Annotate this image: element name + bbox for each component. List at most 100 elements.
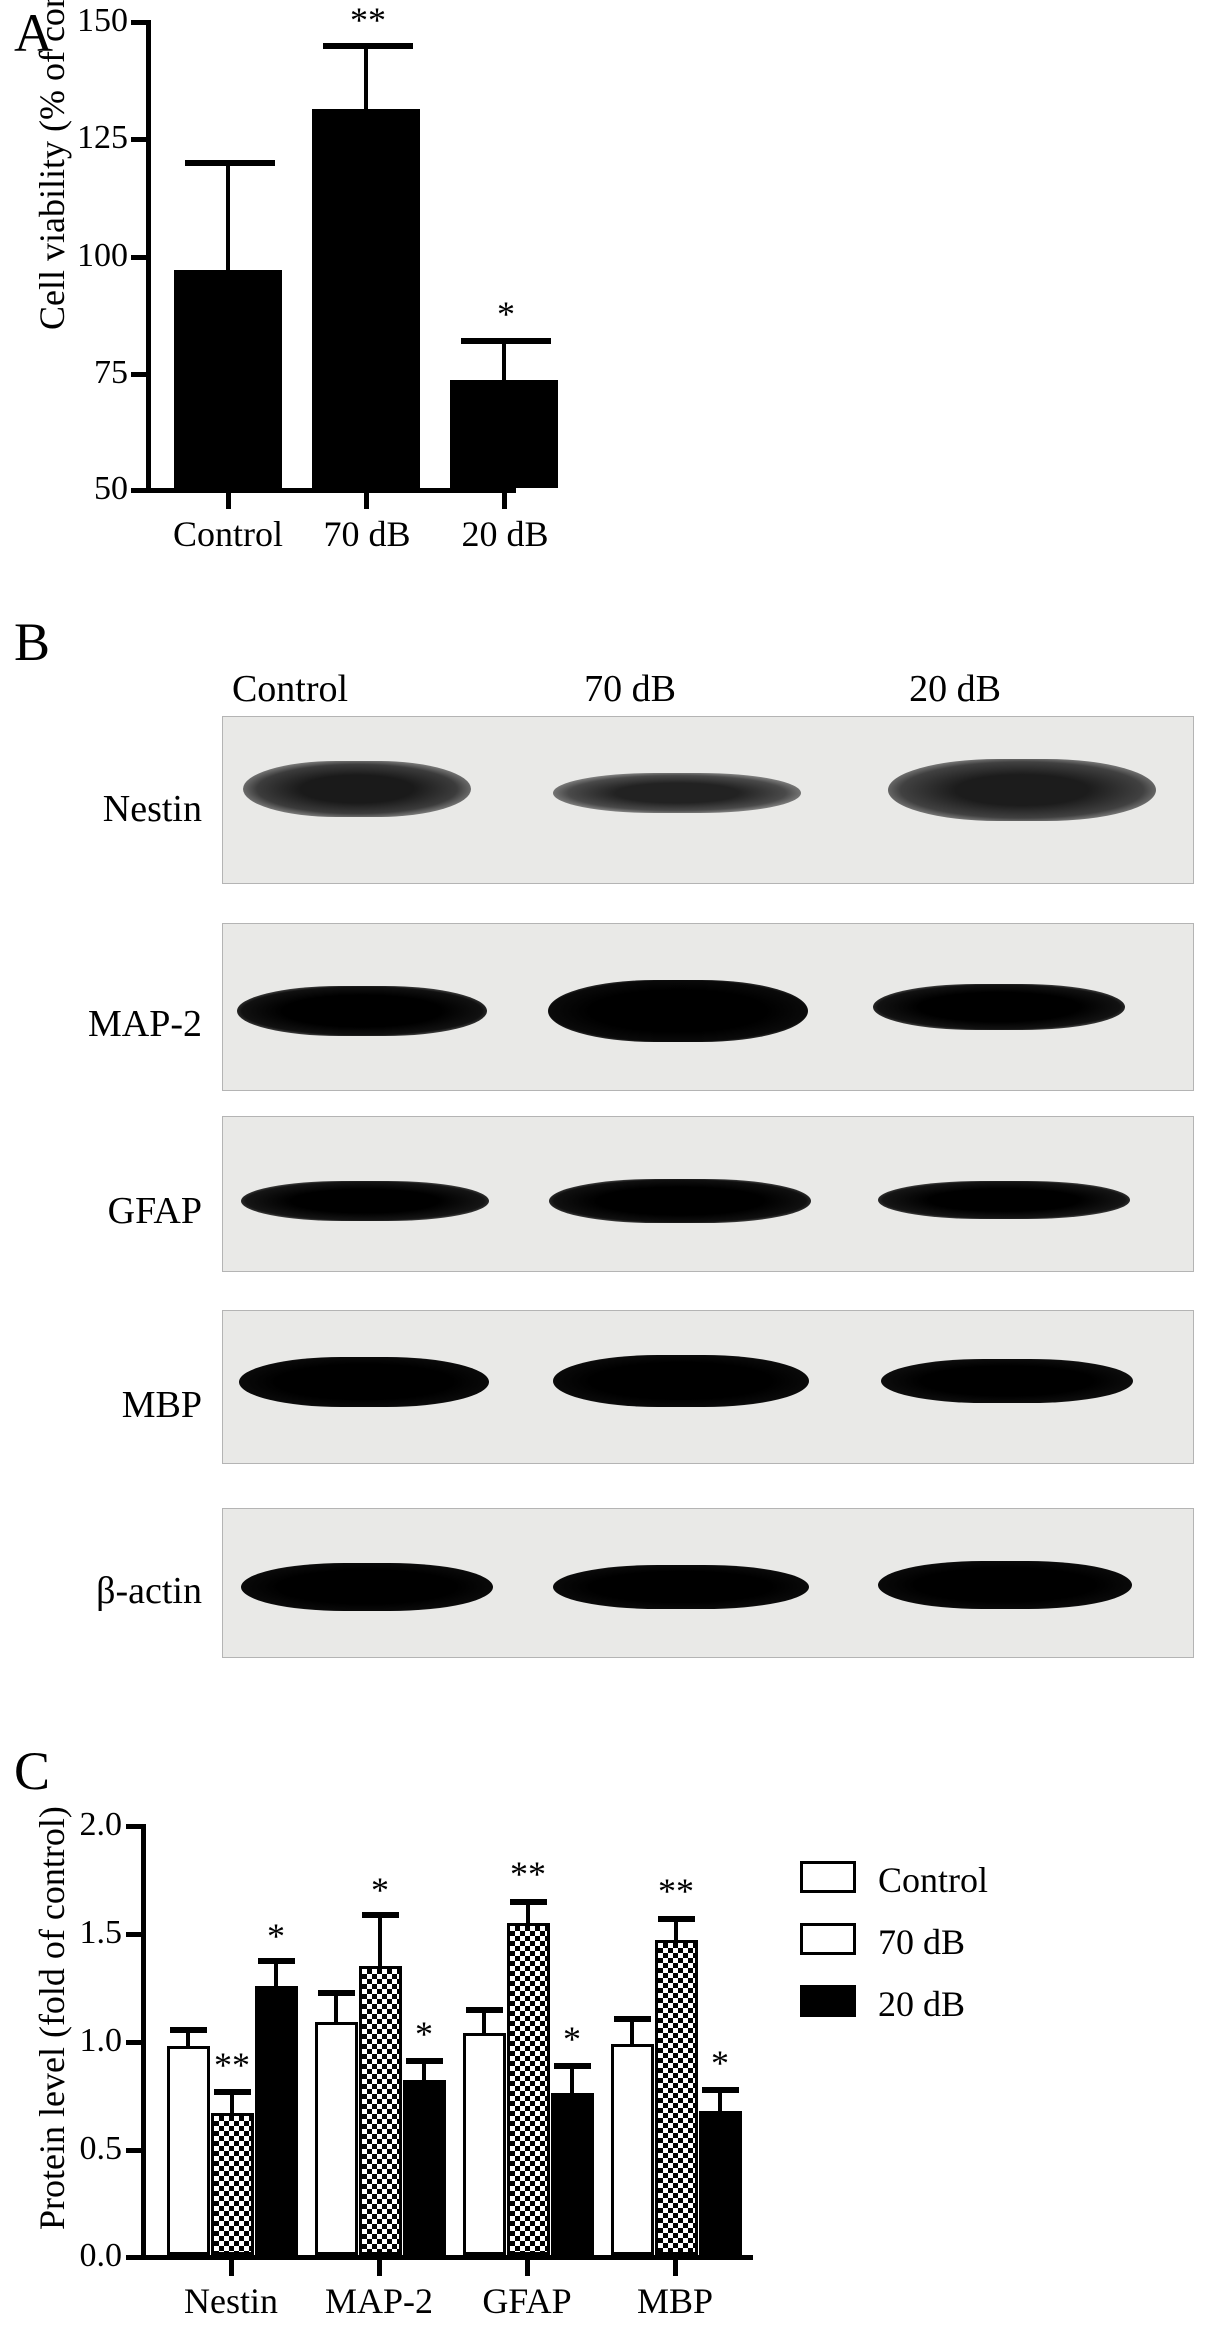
panel-c-significance-gfap-70db: ** [510, 1854, 546, 1894]
panel-c-error-cap-map2-70db [362, 1912, 399, 1918]
panel-a-ytick-label-125: 125 [77, 119, 128, 156]
panel-c-xtick-label-map2: MAP-2 [324, 2281, 434, 2321]
panel-c-legend-label-70db: 70 dB [878, 1922, 966, 1962]
panel-c-error-stem-mbp-70db [674, 1918, 678, 1942]
panel-c-ytick-label-2-0: 2.0 [79, 1806, 123, 1843]
panel-c-bar-nestin-control [167, 2046, 210, 2255]
panel-c-significance-mbp-70db: ** [658, 1871, 694, 1911]
panel-c-significance-nestin-20db: * [267, 1916, 285, 1956]
panel-a-error-stem-control [226, 162, 230, 272]
panel-b-band-map2-70db [548, 980, 808, 1042]
panel-c-error-stem-map2-70db [378, 1914, 382, 1968]
panel-a-significance-20db: * [497, 294, 515, 334]
panel-a-xtick-label-70db: 70 dB [323, 514, 411, 554]
panel-b-row-label-gfap: GFAP [107, 1190, 202, 1232]
panel-a-ytick-label-75: 75 [94, 354, 128, 391]
panel-c-error-cap-nestin-70db [214, 2089, 251, 2095]
panel-a-y-axis-label: Cell viability (% of control) [32, 0, 72, 330]
panel-a-ytick-label-150: 150 [77, 2, 128, 39]
panel-a-error-cap-20db [461, 338, 551, 344]
panel-c-legend-label-20db: 20 dB [878, 1984, 966, 2024]
panel-a-ytick-100 [131, 255, 147, 260]
panel-c-error-stem-mbp-20db [718, 2089, 722, 2113]
panel-c-y-axis [141, 1824, 146, 2259]
panel-b-band-mbp-20db [881, 1359, 1133, 1403]
panel-c-error-cap-mbp-control [614, 2016, 651, 2022]
panel-c-ytick-0-5 [126, 2148, 142, 2153]
panel-a-ytick-125 [131, 137, 147, 142]
panel-b-row-label-map2: MAP-2 [87, 1003, 202, 1045]
panel-c-bar-nestin-20db [255, 1986, 298, 2255]
panel-c-error-cap-mbp-20db [702, 2087, 739, 2093]
panel-c-error-stem-gfap-20db [570, 2065, 574, 2095]
panel-b-band-mbp-control [239, 1357, 489, 1407]
panel-c-bar-gfap-20db [551, 2093, 594, 2255]
panel-c-significance-map2-20db: * [415, 2014, 433, 2054]
panel-c-error-cap-map2-20db [406, 2058, 443, 2064]
panel-c-bar-gfap-control [463, 2033, 506, 2255]
panel-c-error-cap-mbp-70db [658, 1916, 695, 1922]
panel-c-bar-map2-control [315, 2022, 358, 2255]
panel-b-band-beta-actin-20db [878, 1561, 1132, 1609]
panel-b-row-label-mbp: MBP [121, 1384, 202, 1426]
panel-c-ytick-1-5 [126, 1932, 142, 1937]
panel-c-error-stem-gfap-control [482, 2009, 486, 2035]
panel-c-error-cap-nestin-20db [258, 1958, 295, 1964]
panel-c-ytick-2-0 [126, 1824, 142, 1829]
panel-c-ytick-1-0 [126, 2040, 142, 2045]
panel-b-band-map2-20db [873, 984, 1125, 1030]
panel-a-xtick-label-control: Control [172, 514, 283, 554]
panel-c-error-stem-nestin-control [186, 2029, 190, 2049]
panel-c-xtick-map2 [377, 2260, 382, 2276]
panel-a-ytick-label-50: 50 [94, 470, 128, 507]
panel-c-ytick-label-0-0: 0.0 [79, 2237, 123, 2274]
panel-a-error-cap-control [185, 160, 275, 166]
panel-b-letter: B [14, 612, 51, 672]
panel-c-x-axis [141, 2255, 753, 2260]
panel-c-bar-gfap-70db [507, 1923, 550, 2255]
panel-b-lane-header-20db: 20 dB [909, 668, 1001, 710]
panel-b-band-nestin-20db [888, 759, 1156, 821]
panel-a-bar-control [174, 270, 282, 488]
panel-a-error-stem-70db [364, 45, 368, 111]
panel-b-band-nestin-70db [553, 773, 801, 813]
panel-c-significance-nestin-70db: ** [214, 2045, 250, 2085]
panel-b-blot-beta-actin [222, 1508, 1194, 1658]
panel-c-xtick-nestin [229, 2260, 234, 2276]
panel-c-legend-swatch-70db [800, 1923, 856, 1955]
panel-c-error-stem-mbp-control [630, 2018, 634, 2046]
panel-b-band-mbp-70db [553, 1355, 809, 1407]
panel-c-ytick-label-0-5: 0.5 [79, 2130, 123, 2167]
panel-c-xtick-mbp [673, 2260, 678, 2276]
panel-c-error-stem-gfap-70db [526, 1901, 530, 1925]
panel-c-legend-label-control: Control [878, 1860, 989, 1900]
panel-b-band-nestin-control [243, 761, 471, 817]
panel-c-error-stem-map2-20db [422, 2060, 426, 2082]
panel-b-band-beta-actin-70db [553, 1565, 809, 1609]
panel-c-bar-mbp-20db [699, 2111, 742, 2255]
panel-c-xtick-gfap [525, 2260, 530, 2276]
panel-b-blot-mbp [222, 1310, 1194, 1464]
panel-c-y-axis-label: Protein level (fold of control) [32, 1806, 72, 2230]
panel-c-error-stem-nestin-70db [230, 2091, 234, 2115]
panel-c-xtick-label-nestin: Nestin [184, 2281, 278, 2321]
panel-b-row-label-nestin: Nestin [102, 788, 202, 830]
panel-c-bar-mbp-control [611, 2044, 654, 2255]
panel-b-blot-gfap [222, 1116, 1194, 1272]
panel-c-error-stem-map2-control [334, 1992, 338, 2024]
panel-c-ytick-0-0 [126, 2255, 142, 2260]
panel-c-legend-swatch-20db [800, 1985, 856, 2017]
panel-b-band-map2-control [237, 986, 487, 1036]
panel-a-x-axis [146, 488, 516, 493]
panel-c-ytick-label-1-0: 1.0 [79, 2022, 123, 2059]
panel-c-xtick-label-gfap: GFAP [482, 2281, 572, 2321]
panel-a-xtick-control [226, 493, 231, 509]
panel-a-y-axis [146, 20, 151, 492]
panel-b-band-gfap-70db [549, 1179, 811, 1223]
panel-b-row-label-beta-actin: β-actin [96, 1570, 202, 1612]
panel-a-ytick-label-100: 100 [77, 237, 128, 274]
panel-c-error-cap-gfap-20db [554, 2063, 591, 2069]
panel-c-error-cap-nestin-control [170, 2027, 207, 2033]
panel-c-bar-mbp-70db [655, 1940, 698, 2255]
